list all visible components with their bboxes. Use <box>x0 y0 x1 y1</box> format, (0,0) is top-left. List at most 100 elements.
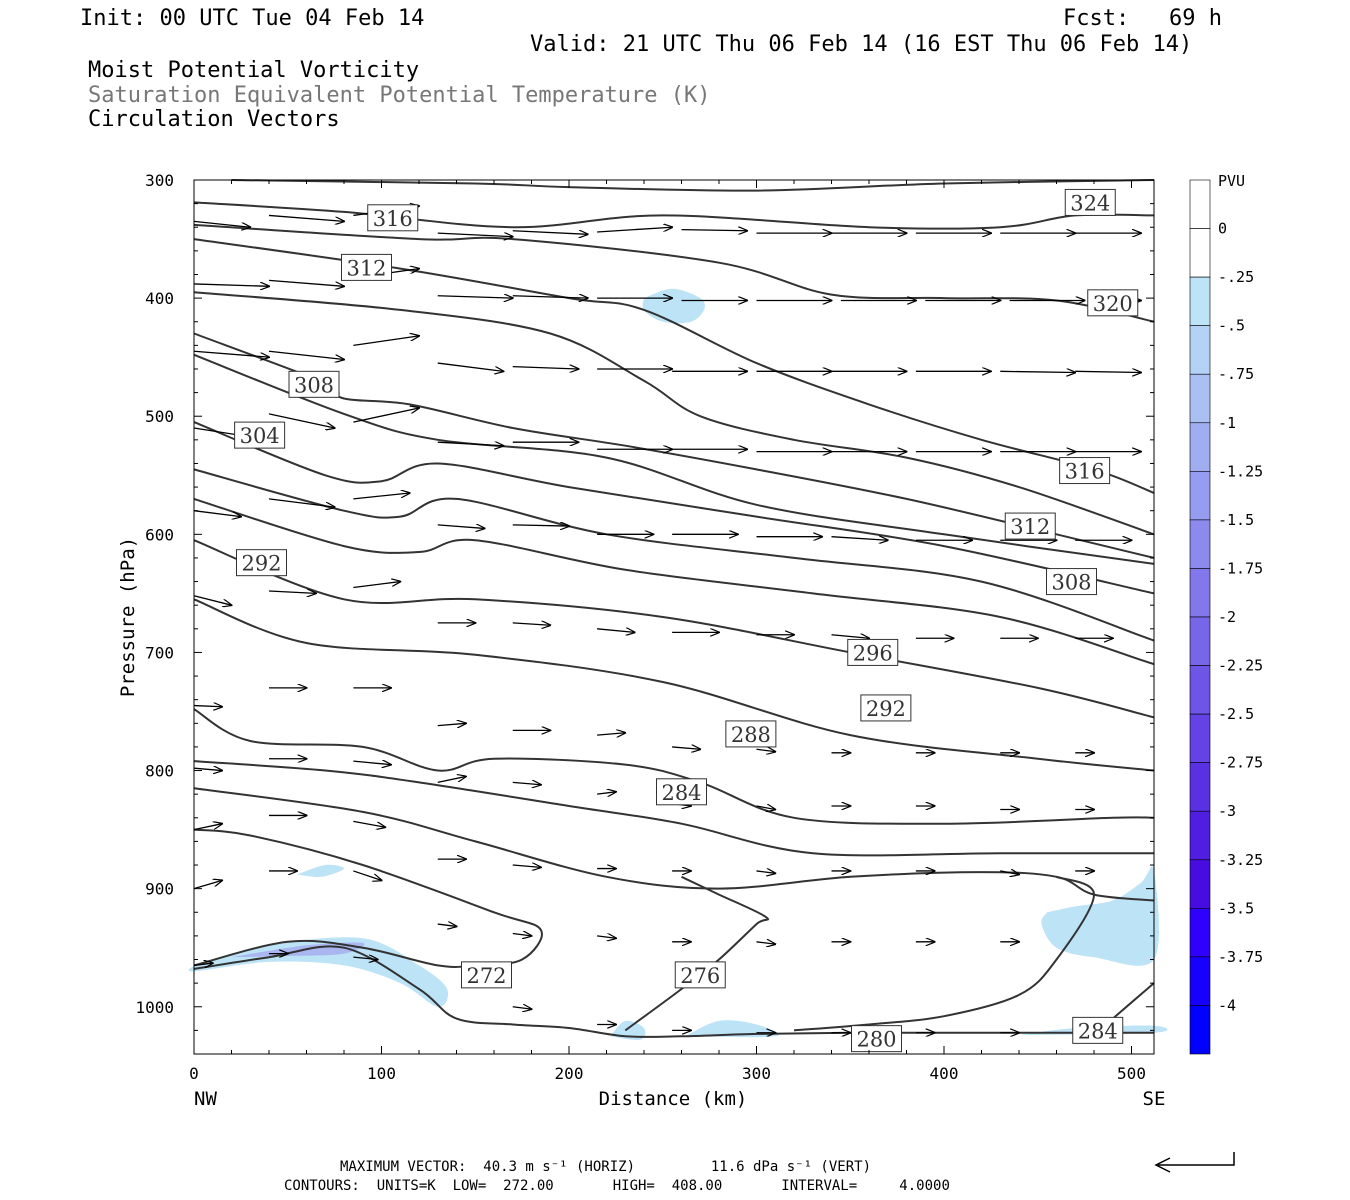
contour-label-box <box>461 961 512 989</box>
colorbar-swatch <box>1189 179 1211 229</box>
circulation-vector <box>193 824 222 831</box>
circulation-vector <box>193 220 250 227</box>
contour-label-box <box>1087 289 1139 317</box>
x-tick-label: 100 <box>367 1064 396 1083</box>
field-title-vectors: Circulation Vectors <box>88 107 340 132</box>
colorbar-label: -3.25 <box>1218 851 1263 869</box>
theta-e-contour <box>193 539 1155 719</box>
contour-label: 320 <box>1093 292 1133 316</box>
y-tick-label: 500 <box>145 407 174 426</box>
contour-label: 280 <box>856 1028 896 1052</box>
circulation-vector <box>512 782 541 784</box>
theta-e-contour <box>193 223 1155 323</box>
circulation-vector <box>437 525 485 529</box>
colorbar-swatch <box>1189 956 1211 1006</box>
circulation-vector <box>353 870 381 880</box>
colorbar-swatch <box>1189 762 1211 812</box>
contour-label: 312 <box>1010 515 1050 539</box>
x-left-end-label: NW <box>194 1088 217 1110</box>
contour-label: 284 <box>1078 1019 1118 1043</box>
contour-label-box <box>847 638 899 666</box>
circulation-vector <box>268 350 344 359</box>
colorbar-label: -3.5 <box>1218 899 1254 917</box>
y-tick-label: 300 <box>145 171 174 190</box>
theta-e-contour <box>193 598 1155 772</box>
field-title-pv: Moist Potential Vorticity <box>88 58 419 83</box>
circulation-vector <box>353 336 419 346</box>
forecast-hour: Fcst: 69 h <box>1063 6 1222 31</box>
colorbar-label: 0 <box>1218 220 1227 238</box>
y-tick-label: 600 <box>145 525 174 544</box>
contour-label: 308 <box>1051 571 1091 595</box>
circulation-vector <box>437 723 466 725</box>
circulation-vector <box>756 942 776 944</box>
colorbar-swatch <box>1189 471 1211 521</box>
circulation-vector <box>831 635 870 639</box>
circulation-vector <box>193 350 269 357</box>
circulation-vectors <box>193 206 1141 1033</box>
colorbar-label: -3.75 <box>1218 948 1263 966</box>
x-tick-label: 400 <box>930 1064 959 1083</box>
circulation-vector <box>193 880 222 890</box>
theta-e-contour <box>193 353 1155 565</box>
circulation-vector <box>353 408 419 423</box>
circulation-vector <box>756 871 776 873</box>
pv-region <box>1041 866 1159 966</box>
contour-label-box <box>725 720 777 748</box>
contour-labels: 316 324 312 320 308 304 316 312 292 308 296 292 288 2… <box>234 188 1139 1053</box>
circulation-vector <box>756 749 776 751</box>
colorbar-swatch <box>1189 810 1211 861</box>
colorbar-swatch <box>1189 568 1211 618</box>
circulation-vector <box>437 776 466 783</box>
contour-label-box <box>1059 457 1111 485</box>
circulation-vector <box>672 747 700 749</box>
circulation-vector <box>1075 371 1141 372</box>
circulation-vector <box>512 296 588 298</box>
colorbar-swatch <box>1189 422 1211 472</box>
valid-time: Valid: 21 UTC Thu 06 Feb 14 (16 EST Thu … <box>530 32 1192 57</box>
contour-label-box <box>674 961 726 989</box>
circulation-vector <box>268 413 335 428</box>
circulation-vector <box>512 865 541 867</box>
colorbar-label: -2.75 <box>1218 754 1263 772</box>
circulation-vector <box>512 231 588 235</box>
colorbar-swatch <box>1189 228 1211 278</box>
y-tick-label: 400 <box>145 289 174 308</box>
contour-label-box <box>288 370 340 398</box>
contour-label: 304 <box>240 424 280 448</box>
colorbar-label: -.25 <box>1218 268 1254 286</box>
contour-label: 276 <box>680 964 720 988</box>
y-tick-label: 900 <box>145 880 174 899</box>
theta-e-contour <box>1112 982 1155 1020</box>
circulation-vector <box>353 761 391 765</box>
colorbar-label: -3 <box>1218 802 1236 820</box>
theta-e-contour <box>193 291 1155 536</box>
field-title-theta-e: Saturation Equivalent Potential Temperat… <box>88 83 711 108</box>
circulation-vector <box>512 623 551 625</box>
circulation-vector <box>437 362 504 371</box>
theta-e-contour <box>193 828 543 968</box>
pv-region <box>297 864 345 878</box>
circulation-vector <box>353 582 400 589</box>
theta-e-contour <box>231 179 1155 192</box>
y-tick-label: 1000 <box>135 998 174 1017</box>
circulation-vector <box>268 591 316 593</box>
circulation-vector <box>1000 371 1075 372</box>
circulation-vector <box>268 214 344 221</box>
colorbar-title: PVU <box>1218 172 1245 190</box>
theta-e-contour <box>624 875 770 1032</box>
theta-e-contour <box>193 238 1155 494</box>
contour-label: 272 <box>466 964 506 988</box>
contour-label: 316 <box>373 207 413 231</box>
circulation-vector <box>193 284 269 286</box>
init-time: Init: 00 UTC Tue 04 Feb 14 <box>80 6 424 31</box>
circulation-vector <box>437 924 457 926</box>
circulation-vector <box>512 934 532 936</box>
contour-label-box <box>234 421 286 449</box>
circulation-vector <box>756 806 776 810</box>
y-tick-label: 800 <box>145 762 174 781</box>
theta-e-contour <box>193 497 1155 666</box>
circulation-vector <box>193 510 241 517</box>
colorbar-label: -.5 <box>1218 317 1245 335</box>
